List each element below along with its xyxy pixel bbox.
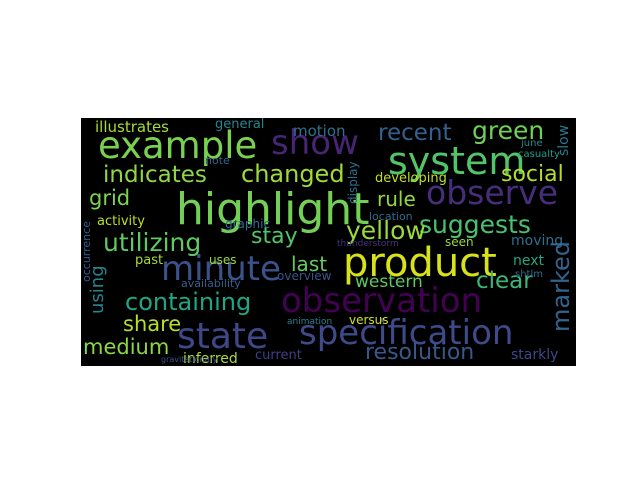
word-specification: specification: [299, 313, 514, 353]
word-graphic: graphic: [225, 217, 271, 231]
word-animation: animation: [287, 317, 333, 327]
word-general: general: [215, 118, 265, 132]
word-state: state: [177, 316, 269, 357]
word-green: green: [472, 118, 545, 145]
word-inferred: inferred: [183, 351, 238, 366]
word-observe: observe: [426, 173, 559, 212]
word-medium: medium: [83, 335, 170, 359]
word-note: note: [205, 154, 230, 167]
word-yellow: yellow: [346, 216, 426, 245]
word-marked: marked: [547, 241, 575, 332]
word-availability: availability: [181, 277, 241, 290]
word-activity: activity: [97, 214, 145, 229]
word-illustrates: illustrates: [95, 118, 169, 136]
word-location: location: [369, 210, 413, 223]
word-utilizing: utilizing: [103, 228, 202, 257]
word-social: social: [501, 162, 564, 187]
word-motion: motion: [293, 122, 346, 140]
word-rule: rule: [377, 187, 416, 211]
word-display: display: [346, 161, 360, 204]
word-observation: observation: [281, 281, 483, 321]
word-casualty: casualty: [518, 149, 560, 160]
word-gravitationary: gravitationary: [161, 355, 218, 364]
word-developing: developing: [375, 171, 447, 186]
word-starkly: starkly: [511, 347, 559, 363]
word-cloud: highlight observation specification prod…: [81, 118, 576, 366]
word-moving: moving: [511, 233, 564, 249]
word-share: share: [123, 312, 182, 336]
word-resolution: resolution: [365, 340, 475, 365]
word-last: last: [291, 252, 328, 276]
word-containing: containing: [125, 288, 252, 316]
word-stay: stay: [251, 224, 298, 249]
word-uses: uses: [209, 253, 237, 267]
word-product: product: [343, 240, 497, 286]
word-minute: minute: [161, 249, 281, 289]
word-grid: grid: [89, 186, 131, 210]
word-indicates: indicates: [103, 162, 207, 188]
word-occurrence: occurrence: [81, 221, 93, 282]
word-next: next: [513, 253, 545, 269]
word-past: past: [135, 253, 164, 268]
word-shtlm: shtlm: [515, 269, 543, 280]
word-recent: recent: [378, 120, 452, 146]
word-example: example: [98, 124, 258, 167]
word-highlight: highlight: [176, 184, 370, 235]
word-changed: changed: [241, 160, 345, 188]
word-suggests: suggests: [419, 210, 531, 239]
word-show: show: [271, 123, 359, 163]
word-overview: overview: [277, 269, 332, 283]
word-seen: seen: [445, 235, 474, 249]
word-western: western: [355, 272, 423, 292]
word-current: current: [255, 348, 302, 363]
word-clear: clear: [476, 268, 533, 294]
word-system: system: [388, 139, 526, 183]
word-thunderstorm: thunderstorm: [337, 239, 399, 249]
word-versus: versus: [349, 313, 389, 327]
word-june: june: [521, 138, 543, 149]
